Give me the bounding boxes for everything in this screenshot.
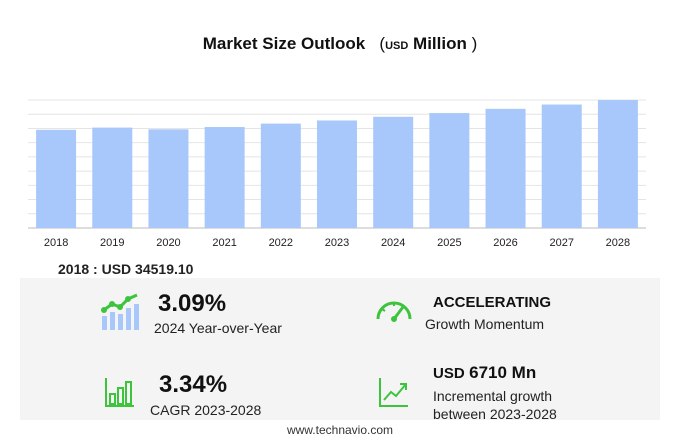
chart-title-text: Market Size Outlook xyxy=(202,34,366,53)
momentum-label: Growth Momentum xyxy=(425,316,545,332)
x-tick-label-2028: 2028 xyxy=(606,237,630,249)
bar-2027 xyxy=(541,104,582,228)
incremental-label: Incremental growth between 2023-2028 xyxy=(433,387,557,423)
bar-2021 xyxy=(204,127,245,228)
cagr-label: CAGR 2023-2028 xyxy=(150,402,262,418)
yoy-value: 3.09% xyxy=(158,290,227,317)
x-tick-label-2024: 2024 xyxy=(381,237,405,249)
bar-chart-icon xyxy=(105,378,134,407)
bar-2026 xyxy=(485,108,526,228)
unit-open-paren: ( xyxy=(369,34,386,53)
bar-2018 xyxy=(36,129,77,228)
x-tick-label-2019: 2019 xyxy=(100,237,124,249)
chart-bars xyxy=(36,100,638,228)
bar-2022 xyxy=(260,123,301,228)
bar-chart: 2018 2019 2020 2021 2022 2023 2024 2025 2026 2027… xyxy=(28,99,646,249)
chart-title: Market Size Outlook (USD Million ) xyxy=(0,34,680,54)
x-axis-labels: 2018 2019 2020 2021 2022 2023 2024 2025 2026 2027… xyxy=(44,237,630,249)
incremental-currency: USD xyxy=(433,365,465,382)
footer-url: www.technavio.com xyxy=(286,423,394,437)
line-chart-icon xyxy=(379,378,408,407)
bar-2019 xyxy=(92,127,133,228)
speedometer-icon xyxy=(376,301,412,322)
yoy-label: 2024 Year-over-Year xyxy=(154,320,282,336)
unit-close-paren: ) xyxy=(466,34,478,53)
x-tick-label-2023: 2023 xyxy=(325,237,349,249)
incremental-label-line1: Incremental growth xyxy=(433,388,553,404)
cagr-value: 3.34% xyxy=(159,371,228,398)
x-tick-label-2018: 2018 xyxy=(44,237,68,249)
base-year-label: 2018 : USD xyxy=(58,261,132,277)
x-tick-label-2022: 2022 xyxy=(269,237,293,249)
base-year-value: 2018 : USD 34519.10 xyxy=(58,261,193,277)
x-tick-label-2021: 2021 xyxy=(212,237,236,249)
bar-2020 xyxy=(148,129,189,228)
bar-2023 xyxy=(317,120,357,228)
unit-currency: USD xyxy=(385,40,409,52)
bar-2028 xyxy=(597,100,638,228)
x-tick-label-2020: 2020 xyxy=(156,237,180,249)
incremental-number: 6710 Mn xyxy=(469,363,537,382)
metrics-panel: 3.09% 2024 Year-over-Year ACCELERATING G… xyxy=(20,278,660,423)
unit-label: Million xyxy=(413,34,467,53)
incremental-label-line2: between 2023-2028 xyxy=(433,406,557,422)
x-tick-label-2027: 2027 xyxy=(549,237,573,249)
incremental-value: USD 6710 Mn xyxy=(433,363,536,383)
bar-2024 xyxy=(373,116,414,228)
x-tick-label-2026: 2026 xyxy=(493,237,517,249)
base-year-number: 34519.10 xyxy=(135,261,194,277)
momentum-value: ACCELERATING xyxy=(433,294,552,311)
bar-2025 xyxy=(429,113,470,228)
x-tick-label-2025: 2025 xyxy=(437,237,461,249)
bar-growth-icon xyxy=(101,293,139,330)
